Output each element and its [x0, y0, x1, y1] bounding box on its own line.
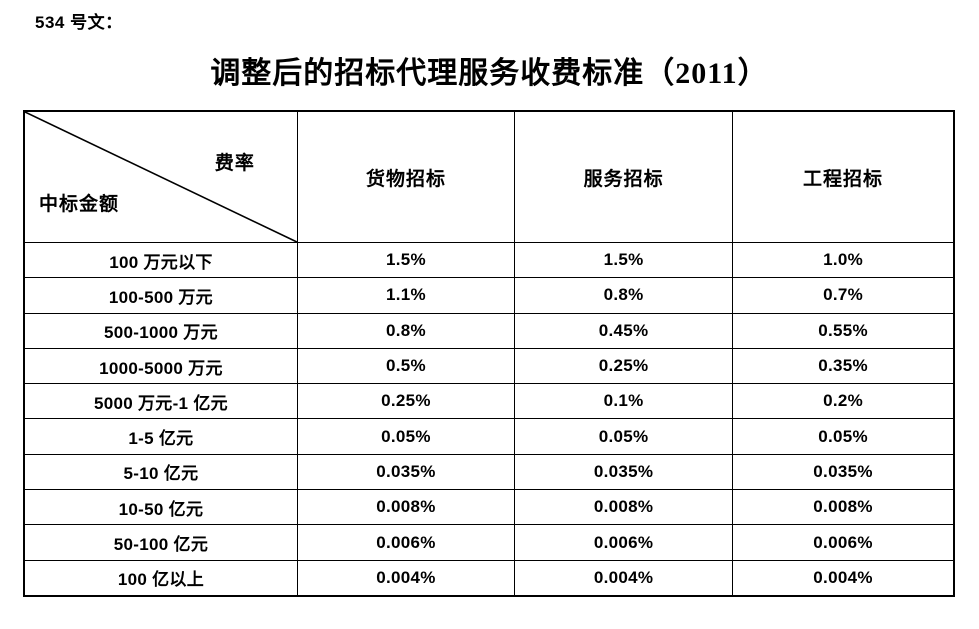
rate-cell: 1.5% [514, 242, 733, 278]
column-header-goods-bidding: 货物招标 [296, 112, 514, 242]
rate-cell: 0.35% [732, 347, 953, 384]
rate-cell: 0.05% [732, 418, 953, 454]
corner-label-rate: 费率 [214, 153, 255, 174]
corner-header-cell: 费率 中标金额 [25, 112, 297, 242]
rate-cell: 0.008% [732, 489, 953, 525]
rate-cell: 0.25% [296, 383, 515, 419]
column-header-service-bidding: 服务招标 [514, 112, 732, 242]
row-label-cell: 5000 万元-1 亿元 [25, 383, 297, 418]
rate-cell: 1.0% [732, 242, 953, 278]
rate-cell: 0.035% [296, 453, 515, 490]
row-label-cell: 100 亿以上 [25, 559, 297, 595]
table-row: 5000 万元-1 亿元 0.25% 0.1% 0.2% [25, 383, 953, 419]
table-row: 50-100 亿元 0.006% 0.006% 0.006% [25, 524, 953, 560]
row-label-cell: 1-5 亿元 [25, 418, 297, 453]
rate-cell: 0.004% [296, 559, 515, 595]
table-row: 1-5 亿元 0.05% 0.05% 0.05% [25, 418, 953, 454]
rate-cell: 0.006% [514, 524, 733, 560]
corner-label-amount: 中标金额 [39, 194, 120, 215]
diagonal-divider [25, 112, 297, 242]
rate-cell: 0.035% [732, 453, 953, 490]
table-row: 100 亿以上 0.004% 0.004% 0.004% [25, 559, 953, 595]
column-header-engineering-bidding: 工程招标 [732, 112, 953, 242]
rate-cell: 0.8% [514, 277, 733, 313]
row-label-cell: 500-1000 万元 [25, 312, 297, 348]
fee-table: 费率 中标金额 货物招标 服务招标 工程招标 100 万元以下 1.5% 1.5… [23, 110, 955, 597]
table-row: 500-1000 万元 0.8% 0.45% 0.55% [25, 312, 953, 348]
rate-cell: 0.7% [732, 277, 953, 313]
rate-cell: 0.05% [296, 418, 515, 454]
rate-cell: 0.008% [296, 489, 515, 525]
rate-cell: 0.45% [514, 312, 733, 348]
rate-cell: 0.2% [732, 383, 953, 419]
page-title: 调整后的招标代理服务收费标准（2011） [210, 57, 769, 90]
table-row: 10-50 亿元 0.008% 0.008% 0.008% [25, 489, 953, 525]
rate-cell: 0.035% [514, 453, 733, 490]
rate-cell: 0.004% [514, 559, 733, 595]
table-header-row: 费率 中标金额 货物招标 服务招标 工程招标 [25, 112, 953, 242]
table-row: 5-10 亿元 0.035% 0.035% 0.035% [25, 453, 953, 490]
row-label-cell: 50-100 亿元 [25, 524, 297, 559]
table-row: 100-500 万元 1.1% 0.8% 0.7% [25, 277, 953, 313]
rate-cell: 1.5% [296, 242, 515, 278]
rate-cell: 0.8% [296, 312, 515, 348]
doc-ref-label: 534 号文： [35, 13, 123, 32]
rate-cell: 0.1% [514, 383, 733, 419]
rate-cell: 0.5% [296, 347, 515, 384]
rate-cell: 0.05% [514, 418, 733, 454]
row-label-cell: 10-50 亿元 [25, 489, 297, 524]
table-row: 1000-5000 万元 0.5% 0.25% 0.35% [25, 347, 953, 384]
row-label-cell: 1000-5000 万元 [25, 347, 297, 383]
rate-cell: 0.25% [514, 347, 733, 384]
row-label-cell: 5-10 亿元 [25, 453, 297, 489]
rate-cell: 0.006% [732, 524, 953, 560]
rate-cell: 0.004% [732, 559, 953, 595]
rate-cell: 0.008% [514, 489, 733, 525]
row-label-cell: 100-500 万元 [25, 277, 297, 312]
rate-cell: 1.1% [296, 277, 515, 313]
table-row: 100 万元以下 1.5% 1.5% 1.0% [25, 242, 953, 278]
row-label-cell: 100 万元以下 [25, 242, 297, 277]
rate-cell: 0.55% [732, 312, 953, 348]
rate-cell: 0.006% [296, 524, 515, 560]
